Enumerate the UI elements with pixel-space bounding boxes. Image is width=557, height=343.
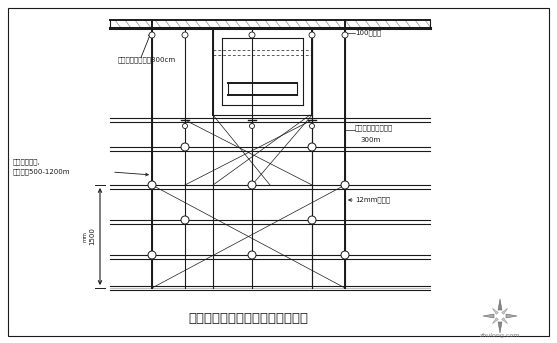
Circle shape <box>308 143 316 151</box>
Text: 300m: 300m <box>360 137 380 143</box>
Circle shape <box>249 32 255 38</box>
Text: 12mm多层板: 12mm多层板 <box>355 197 390 203</box>
Text: 1500: 1500 <box>89 227 95 246</box>
Circle shape <box>250 123 255 129</box>
Circle shape <box>181 143 189 151</box>
Circle shape <box>181 216 189 224</box>
Text: 板向上至500-1200m: 板向上至500-1200m <box>13 169 71 175</box>
Circle shape <box>248 181 256 189</box>
Circle shape <box>341 181 349 189</box>
Circle shape <box>183 123 188 129</box>
Circle shape <box>308 216 316 224</box>
Polygon shape <box>492 308 499 314</box>
Text: 原支撑支撑系,: 原支撑支撑系, <box>13 159 41 165</box>
Circle shape <box>309 32 315 38</box>
Circle shape <box>182 32 188 38</box>
Text: mm: mm <box>82 231 87 242</box>
Polygon shape <box>502 308 507 314</box>
Polygon shape <box>502 318 507 324</box>
Polygon shape <box>492 318 499 324</box>
Text: 100模具板: 100模具板 <box>355 30 381 36</box>
Circle shape <box>248 251 256 259</box>
Polygon shape <box>483 314 494 318</box>
Text: 竖立杆固定向下平下: 竖立杆固定向下平下 <box>355 125 393 131</box>
Circle shape <box>148 251 156 259</box>
Text: 立杆底托下至板面300cm: 立杆底托下至板面300cm <box>118 57 176 63</box>
Polygon shape <box>498 322 502 333</box>
Circle shape <box>148 181 156 189</box>
Text: 有梁位置、上层梁模板安装示意图: 有梁位置、上层梁模板安装示意图 <box>188 311 308 324</box>
Text: zhulong.com: zhulong.com <box>480 332 520 338</box>
Circle shape <box>342 32 348 38</box>
Circle shape <box>310 123 315 129</box>
Polygon shape <box>506 314 517 318</box>
Polygon shape <box>498 299 502 310</box>
Circle shape <box>149 32 155 38</box>
Circle shape <box>341 251 349 259</box>
